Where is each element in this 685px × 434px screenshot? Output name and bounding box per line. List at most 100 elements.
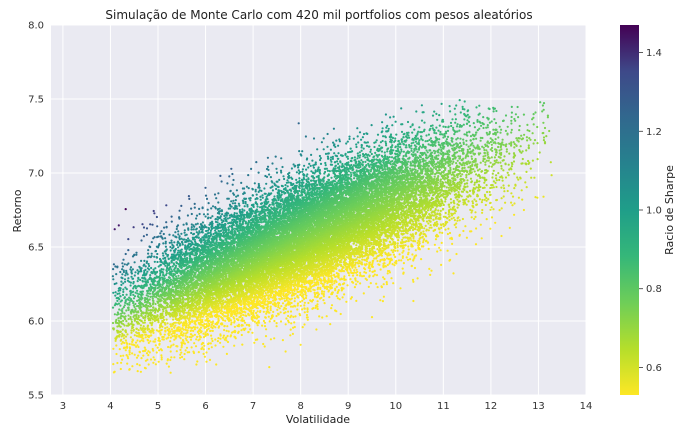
scatter-point	[161, 252, 164, 255]
scatter-point	[316, 305, 319, 308]
scatter-point	[346, 157, 350, 160]
scatter-point	[119, 367, 122, 371]
scatter-point	[484, 203, 487, 207]
scatter-point	[152, 356, 155, 359]
scatter-point	[275, 325, 278, 328]
scatter-point	[177, 249, 180, 252]
scatter-point	[142, 235, 145, 238]
scatter-point	[160, 356, 163, 359]
scatter-point	[122, 258, 125, 261]
scatter-point	[251, 188, 254, 191]
scatter-point	[504, 176, 508, 179]
scatter-point	[307, 166, 310, 169]
scatter-point	[439, 178, 442, 181]
scatter-point	[135, 356, 139, 359]
scatter-point	[470, 157, 474, 160]
scatter-point	[453, 133, 456, 136]
scatter-point	[408, 143, 411, 147]
scatter-point	[463, 100, 466, 103]
scatter-point	[534, 111, 537, 114]
scatter-point	[481, 208, 484, 212]
scatter-point	[170, 220, 173, 223]
scatter-point	[169, 336, 172, 339]
scatter-point	[168, 233, 171, 236]
scatter-point	[356, 280, 359, 283]
scatter-point	[368, 269, 371, 272]
scatter-point	[390, 277, 393, 280]
scatter-point	[518, 129, 521, 132]
scatter-point	[235, 212, 238, 215]
scatter-point	[130, 331, 133, 334]
scatter-point	[466, 185, 469, 188]
scatter-point	[263, 187, 266, 190]
scatter-point	[502, 195, 505, 198]
scatter-point	[111, 306, 115, 309]
scatter-point	[319, 162, 323, 165]
scatter-point	[255, 193, 258, 196]
scatter-point	[186, 335, 189, 338]
scatter-point	[348, 137, 351, 141]
scatter-point	[436, 250, 439, 253]
scatter-point	[164, 256, 167, 259]
scatter-point	[170, 215, 173, 218]
scatter-point	[122, 337, 126, 340]
scatter-point	[365, 144, 369, 147]
scatter-point	[232, 178, 235, 182]
scatter-point	[313, 281, 316, 284]
scatter-point	[475, 137, 478, 140]
scatter-point	[160, 354, 163, 357]
scatter-point	[402, 262, 405, 265]
scatter-point	[513, 187, 516, 190]
scatter-point	[259, 206, 262, 209]
scatter-point	[485, 218, 488, 221]
scatter-point	[206, 208, 209, 211]
scatter-point	[542, 102, 546, 105]
scatter-point	[196, 335, 199, 338]
scatter-point	[306, 318, 309, 321]
scatter-point	[526, 139, 529, 142]
scatter-point	[205, 197, 209, 200]
scatter-point	[153, 358, 156, 361]
scatter-point	[135, 251, 138, 254]
scatter-point	[143, 319, 146, 322]
scatter-point	[435, 126, 438, 129]
scatter-point	[510, 122, 513, 125]
scatter-point	[121, 293, 125, 296]
scatter-point	[203, 344, 206, 347]
scatter-point	[159, 232, 162, 235]
scatter-point	[402, 150, 405, 153]
scatter-point	[187, 309, 191, 312]
scatter-point	[272, 299, 275, 302]
scatter-point	[137, 354, 140, 357]
scatter-point	[353, 271, 356, 274]
scatter-point	[445, 186, 448, 189]
chart-title: Simulação de Monte Carlo com 420 mil por…	[105, 8, 532, 22]
scatter-point	[156, 346, 159, 349]
scatter-point	[122, 354, 125, 357]
scatter-point	[130, 320, 133, 323]
scatter-point	[145, 227, 149, 230]
scatter-point	[375, 274, 379, 277]
scatter-point	[154, 302, 157, 306]
scatter-point	[241, 208, 244, 211]
scatter-point	[231, 172, 234, 176]
scatter-point	[463, 133, 466, 136]
scatter-point	[263, 325, 267, 328]
scatter-point	[295, 178, 298, 181]
scatter-point	[398, 253, 401, 256]
scatter-point	[402, 133, 405, 136]
scatter-point	[379, 299, 382, 302]
scatter-point	[304, 135, 307, 138]
scatter-point	[314, 306, 317, 309]
scatter-point	[243, 321, 247, 324]
scatter-point	[275, 171, 279, 174]
scatter-point	[124, 274, 127, 277]
scatter-point	[427, 133, 430, 136]
scatter-point	[410, 239, 413, 242]
scatter-point	[517, 178, 520, 181]
scatter-point	[452, 199, 455, 203]
scatter-point	[416, 241, 419, 244]
scatter-point	[221, 221, 224, 224]
scatter-point	[432, 218, 435, 221]
scatter-point	[111, 275, 114, 278]
